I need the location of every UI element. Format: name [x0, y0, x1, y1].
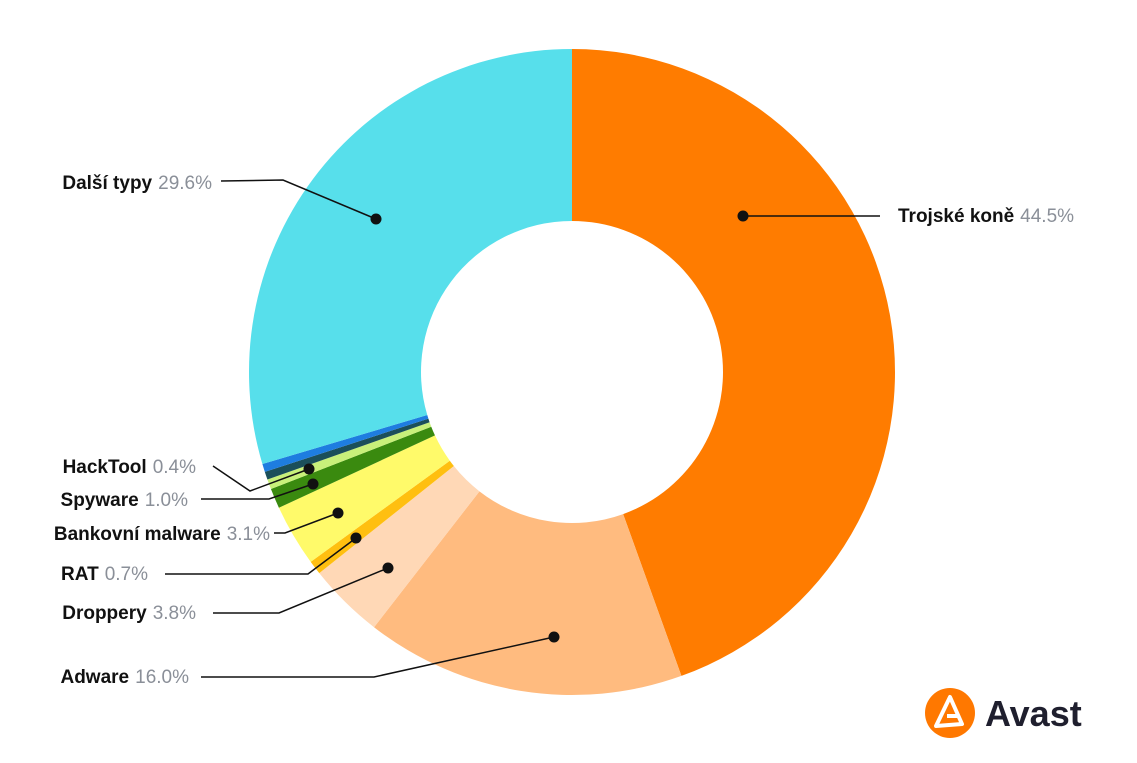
label-value-trojske-kone: 44.5%: [1020, 206, 1074, 227]
label-name-dalsi-typy: Další typy: [62, 173, 152, 194]
leader-line-droppery: [213, 567, 389, 614]
leader-line-spyware: [201, 483, 314, 500]
leader-dot-adware: [548, 631, 560, 643]
leader-line-hacktool: [212, 465, 310, 492]
label-name-rat: RAT: [61, 564, 99, 585]
leader-dot-hacktool: [303, 463, 315, 475]
slice-trojske-kone: [572, 49, 895, 676]
label-name-bankovni-malware: Bankovní malware: [54, 524, 221, 545]
label-name-adware: Adware: [60, 667, 129, 688]
leader-dot-droppery: [382, 562, 394, 574]
label-value-adware: 16.0%: [135, 667, 189, 688]
leader-line-rat: [165, 537, 357, 575]
label-dalsi-typy: Další typy 29.6%: [62, 173, 212, 194]
avast-logo: Avast: [925, 688, 1082, 738]
label-name-spyware: Spyware: [61, 490, 139, 511]
label-value-rat: 0.7%: [105, 564, 148, 585]
label-value-bankovni-malware: 3.1%: [227, 524, 270, 545]
label-trojske-kone: Trojské koně 44.5%: [898, 206, 1074, 227]
leader-line-dalsi-typy: [220, 179, 377, 220]
label-value-spyware: 1.0%: [145, 490, 188, 511]
leader-dot-dalsi-typy: [370, 213, 382, 225]
leader-line-bankovni-malware: [274, 512, 339, 534]
leader-dot-spyware: [307, 478, 319, 490]
slice-adware: [374, 491, 682, 695]
avast-logo-mark: [934, 695, 964, 728]
label-hacktool: HackTool 0.4%: [63, 457, 197, 478]
label-name-trojske-kone: Trojské koně: [898, 206, 1014, 227]
slices-group: [249, 49, 895, 695]
slice-hacktool: [264, 418, 430, 480]
leader-dot-rat: [350, 532, 362, 544]
label-value-droppery: 3.8%: [153, 603, 196, 624]
label-rat: RAT 0.7%: [61, 564, 148, 585]
label-adware: Adware 16.0%: [60, 667, 189, 688]
slice-dalsi-typy: [249, 49, 572, 465]
label-droppery: Droppery 3.8%: [62, 603, 196, 624]
leader-lines: [165, 179, 880, 678]
label-name-hacktool: HackTool: [63, 457, 147, 478]
slice-labels: Trojské koně 44.5% Adware 16.0% Droppery 3.8%…: [54, 173, 1074, 688]
leader-line-adware: [201, 636, 555, 678]
label-bankovni-malware: Bankovní malware 3.1%: [54, 524, 270, 545]
slice-bankovni-malware: [278, 435, 450, 562]
avast-logo-text: Avast: [985, 693, 1082, 734]
leader-dot-trojske-kone: [737, 210, 749, 222]
leader-dot-bankovni-malware: [332, 507, 344, 519]
label-name-droppery: Droppery: [62, 603, 147, 624]
label-spyware: Spyware 1.0%: [61, 490, 189, 511]
slice-unlabeled-8: [262, 415, 429, 472]
label-value-hacktool: 0.4%: [153, 457, 196, 478]
slice-droppery: [319, 466, 480, 628]
label-value-dalsi-typy: 29.6%: [158, 173, 212, 194]
